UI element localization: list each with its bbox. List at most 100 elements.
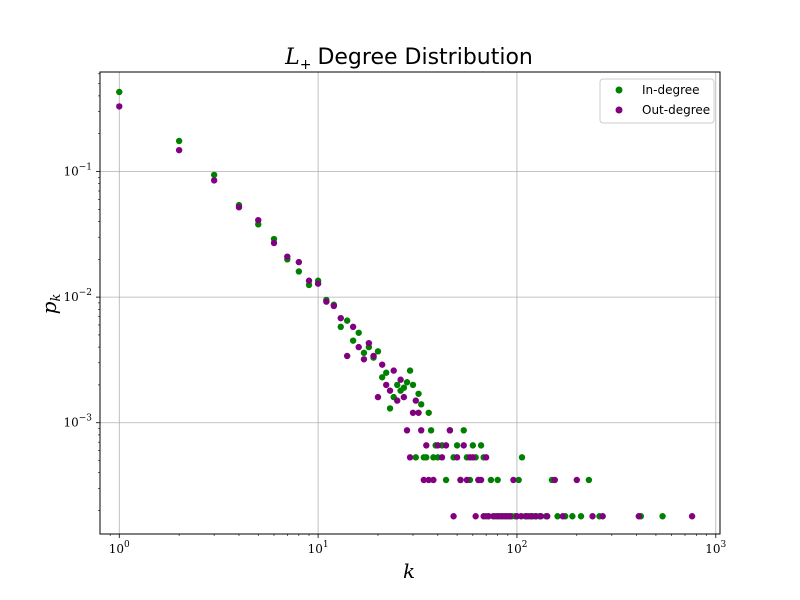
- point-in-degree: [554, 513, 561, 520]
- point-out-degree: [270, 239, 278, 247]
- point-out-degree: [295, 258, 303, 266]
- point-in-degree: [394, 381, 401, 389]
- point-in-degree: [210, 171, 218, 179]
- point-out-degree: [438, 454, 446, 461]
- y-axis-label-subscript: k: [49, 294, 64, 302]
- point-out-degree: [510, 476, 517, 484]
- point-out-degree: [323, 298, 330, 305]
- point-out-degree: [383, 381, 390, 389]
- legend-label-in-degree: In-degree: [642, 83, 700, 97]
- point-out-degree: [485, 513, 492, 520]
- y-tick-label: 10−2: [63, 288, 92, 304]
- point-out-degree: [469, 454, 477, 461]
- point-in-degree: [403, 379, 411, 386]
- x-tick-label: 102: [506, 540, 527, 556]
- y-axis-label: pk: [37, 294, 64, 315]
- grid: [100, 72, 720, 534]
- point-out-degree: [517, 513, 525, 520]
- point-out-degree: [406, 454, 414, 461]
- point-in-degree: [569, 513, 576, 520]
- point-out-degree: [453, 454, 461, 461]
- svg-text:pk: pk: [37, 294, 64, 315]
- legend-box: [599, 78, 715, 124]
- point-in-degree: [415, 390, 422, 397]
- point-out-degree: [477, 476, 485, 484]
- title-subscript: +: [300, 57, 312, 73]
- point-out-degree: [210, 177, 218, 184]
- point-in-degree: [659, 513, 666, 520]
- x-tick-label: 100: [109, 540, 130, 556]
- point-out-degree: [355, 343, 362, 351]
- point-out-degree: [409, 409, 417, 416]
- point-out-degree: [423, 442, 430, 449]
- legend: In-degree Out-degree: [599, 78, 715, 124]
- point-out-degree: [425, 476, 432, 484]
- point-out-degree: [397, 376, 404, 383]
- point-in-degree: [577, 513, 585, 520]
- point-in-degree: [360, 349, 368, 357]
- point-out-degree: [235, 203, 243, 211]
- chart-title: L+ Degree Distribution: [284, 45, 533, 73]
- point-in-degree: [295, 268, 303, 275]
- point-in-degree: [518, 454, 526, 461]
- point-out-degree: [343, 352, 351, 360]
- point-in-degree: [349, 337, 357, 344]
- point-out-degree: [460, 442, 467, 449]
- point-out-degree: [378, 361, 386, 368]
- point-in-degree: [116, 88, 123, 96]
- legend-marker-in-degree: [615, 86, 623, 94]
- point-in-degree: [409, 381, 417, 389]
- point-out-degree: [450, 513, 457, 520]
- point-in-degree: [427, 427, 435, 434]
- point-out-degree: [482, 454, 490, 461]
- y-tick-label: 10−1: [63, 163, 92, 179]
- axis-ticks: 100 101 102 103 10−1 10−2 10−3: [63, 73, 727, 556]
- title-text: Degree Distribution: [317, 45, 532, 70]
- point-out-degree: [472, 513, 479, 520]
- point-out-degree: [400, 393, 408, 401]
- point-out-degree: [360, 356, 368, 363]
- point-out-degree: [463, 476, 471, 484]
- point-in-degree: [453, 442, 461, 449]
- point-out-degree: [573, 476, 580, 484]
- point-in-degree: [442, 476, 450, 484]
- point-in-degree: [406, 367, 414, 374]
- point-in-degree: [423, 454, 430, 461]
- point-in-degree: [386, 405, 394, 412]
- point-out-degree: [551, 476, 558, 484]
- point-in-degree: [460, 427, 467, 434]
- point-out-degree: [374, 393, 382, 401]
- point-out-degree: [386, 387, 394, 394]
- point-in-degree: [378, 374, 386, 381]
- point-out-degree: [255, 216, 262, 224]
- point-out-degree: [418, 427, 425, 434]
- y-axis-label-main: p: [37, 301, 61, 314]
- point-out-degree: [446, 427, 454, 434]
- point-in-degree: [418, 401, 425, 408]
- point-in-degree: [487, 476, 495, 484]
- point-out-degree: [457, 476, 464, 484]
- point-out-degree: [394, 397, 401, 404]
- point-in-degree: [400, 384, 408, 391]
- point-out-degree: [365, 339, 373, 347]
- point-out-degree: [349, 323, 357, 331]
- point-in-degree: [175, 137, 183, 145]
- point-in-degree: [469, 442, 477, 449]
- point-in-degree: [430, 454, 437, 461]
- point-in-degree: [383, 369, 390, 376]
- point-out-degree: [506, 513, 513, 520]
- point-out-degree: [599, 513, 606, 520]
- point-out-degree: [175, 146, 183, 154]
- point-out-degree: [370, 352, 377, 360]
- point-in-degree: [343, 317, 351, 324]
- x-tick-label: 101: [308, 540, 329, 556]
- x-axis-label: k: [403, 559, 415, 583]
- y-tick-label: 10−3: [63, 414, 92, 430]
- point-out-degree: [337, 314, 344, 322]
- point-out-degree: [532, 513, 539, 520]
- legend-marker-out-degree: [615, 106, 623, 114]
- point-out-degree: [412, 397, 420, 404]
- legend-label-out-degree: Out-degree: [642, 103, 710, 117]
- point-out-degree: [415, 409, 422, 416]
